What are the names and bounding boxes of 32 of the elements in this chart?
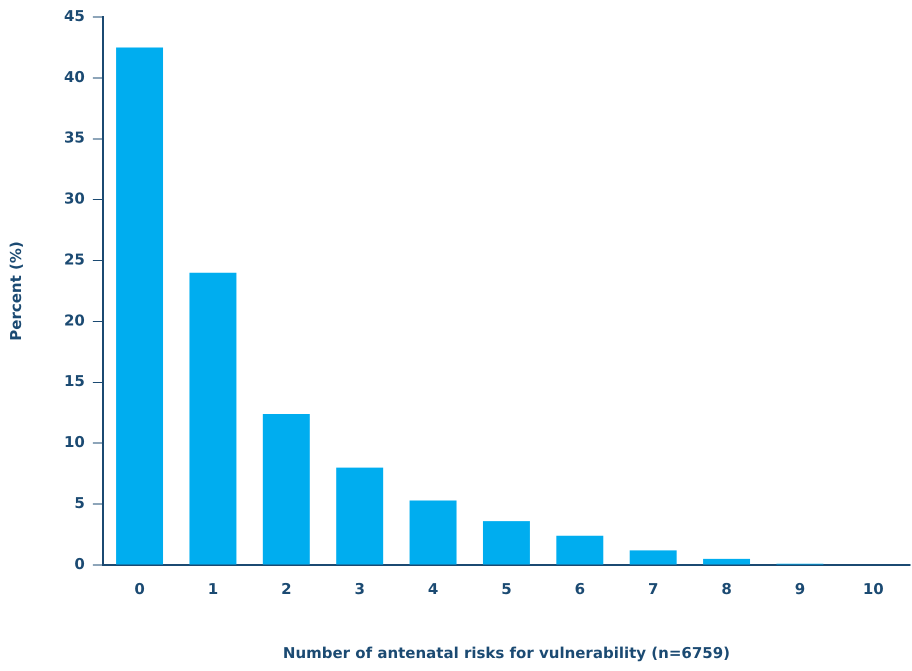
- y-axis-title: Percent (%): [6, 241, 25, 341]
- bar: [336, 468, 384, 564]
- x-tick-label: 7: [648, 580, 658, 598]
- bar: [262, 414, 310, 564]
- x-tick-label: 3: [354, 580, 365, 598]
- y-tick-label: 30: [64, 190, 85, 208]
- x-tick-label: 8: [721, 580, 732, 598]
- x-tick-label: 9: [794, 580, 806, 598]
- y-tick-label: 35: [64, 128, 85, 147]
- x-tick-label: 2: [281, 580, 292, 598]
- y-tick-label: 20: [64, 311, 85, 330]
- x-tick-label: 1: [208, 580, 218, 598]
- x-tick-label: 10: [862, 580, 884, 598]
- bar: [556, 536, 604, 564]
- y-tick-label: 10: [64, 433, 85, 452]
- bar: [630, 550, 677, 564]
- y-tick-label: 15: [64, 372, 85, 390]
- bar: [116, 47, 164, 564]
- bar: [703, 558, 750, 564]
- x-axis-title: Number of antenatal risks for vulnerability (n=6759): [282, 644, 730, 662]
- x-tick-label: 0: [134, 580, 145, 598]
- y-tick-label: 45: [64, 6, 85, 25]
- x-tick-label: 4: [428, 580, 438, 598]
- x-tick-label: 6: [574, 580, 586, 598]
- y-tick-label: 0: [74, 554, 85, 573]
- x-tick-label: 5: [501, 580, 512, 598]
- bar: [189, 272, 236, 564]
- bar: [410, 500, 457, 564]
- bar: [482, 521, 530, 564]
- y-tick-label: 40: [64, 68, 85, 86]
- y-tick-label: 25: [64, 250, 85, 268]
- y-tick-label: 5: [74, 494, 85, 512]
